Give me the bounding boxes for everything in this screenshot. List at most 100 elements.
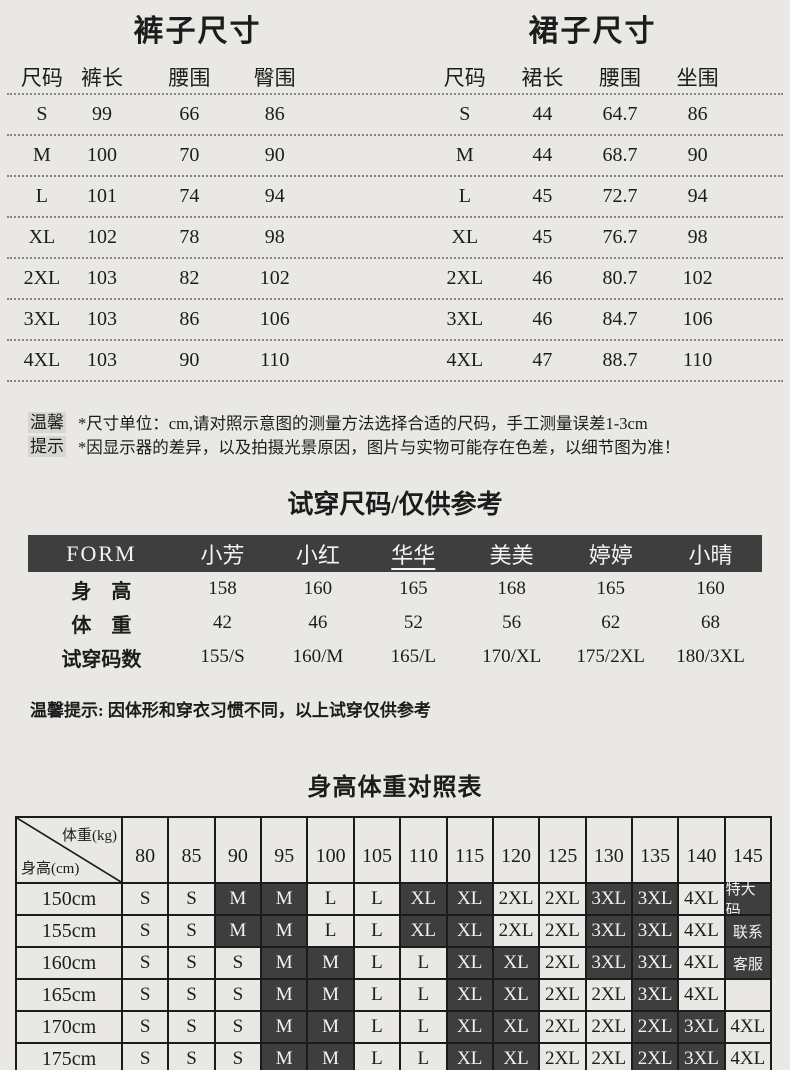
- height-weight-table: 体重(kg) 身高(cm) 80 85 90 95 100 105 110 115 120 125 13…: [15, 816, 772, 1070]
- size-grid-cell: S: [167, 1042, 214, 1070]
- fitting-value-cell: 175/2XL: [576, 646, 646, 667]
- weight-header-cell: 125: [538, 818, 584, 882]
- corner-cell: 体重(kg) 身高(cm): [17, 818, 121, 882]
- size-value-cell: 78: [179, 226, 200, 248]
- size-value-cell: 94: [687, 185, 708, 207]
- model-name: 婷婷: [588, 542, 633, 568]
- size-value-cell: 76.7: [602, 226, 638, 248]
- size-grid-cell: 3XL: [677, 1010, 724, 1042]
- size-value-cell: 88.7: [602, 349, 638, 371]
- size-grid-cell: L: [306, 914, 353, 946]
- size-grid-cell: M: [306, 1010, 353, 1042]
- size-value-cell: 72.7: [602, 185, 638, 207]
- size-value-cell: 102: [682, 267, 713, 289]
- size-grid-cell: S: [121, 1042, 168, 1070]
- notice-line-1: *尺寸单位：cm,请对照示意图的测量方法选择合适的尺码，手工测量误差1-3cm: [78, 414, 648, 433]
- size-grid-cell: M: [306, 1042, 353, 1070]
- size-value-cell: 74: [179, 185, 200, 207]
- weight-header-cell: 120: [491, 818, 538, 882]
- notice-badge: 温馨 提示: [28, 412, 66, 457]
- size-grid-cell: 联系: [723, 914, 770, 946]
- size-table-row: 2XL 103 82 102 2XL 46 80.7 102: [7, 259, 783, 300]
- model-name: 华华: [391, 542, 436, 568]
- size-grid-cell: 2XL: [630, 1042, 678, 1070]
- size-grid-cell: XL: [491, 1010, 539, 1042]
- weight-header-cell: 145: [723, 818, 770, 882]
- size-value-cell: 86: [264, 103, 285, 125]
- size-value-cell: 106: [259, 308, 290, 330]
- size-value-cell: 99: [92, 103, 113, 125]
- height-weight-chart-title: 身高体重对照表: [307, 775, 483, 801]
- notice-badge-line-2: 提示: [28, 436, 66, 457]
- size-value-cell: 46: [532, 267, 553, 289]
- size-grid-cell: XL: [445, 978, 492, 1010]
- size-grid-cell: S: [167, 978, 214, 1010]
- size-grid-cell: XL: [491, 1042, 539, 1070]
- fitting-value-cell: 160: [303, 578, 333, 599]
- size-grid-cell: 2XL: [584, 1010, 631, 1042]
- size-value-cell: 2XL: [23, 267, 61, 289]
- size-grid-cell: 2XL: [538, 978, 585, 1010]
- notice-text: *尺寸单位：cm,请对照示意图的测量方法选择合适的尺码，手工测量误差1-3cm …: [78, 412, 680, 460]
- size-value-cell: L: [35, 185, 49, 207]
- fitting-value-cell: 62: [601, 612, 621, 633]
- size-value-cell: 4XL: [23, 349, 61, 371]
- size-grid-cell: 4XL: [723, 1010, 770, 1042]
- size-grid-cell: XL: [445, 1042, 492, 1070]
- size-grid-cell: 4XL: [677, 882, 724, 914]
- weight-header-cell: 85: [167, 818, 213, 882]
- size-grid-cell: XL: [445, 946, 492, 978]
- fitting-row: 身 高 158 160 165 168 165 160: [28, 572, 762, 606]
- corner-height-label: 身高(cm): [21, 861, 80, 877]
- size-grid-cell: L: [352, 882, 400, 914]
- size-grid-cell: S: [213, 1010, 261, 1042]
- weight-header-cell: 115: [445, 818, 492, 882]
- model-name: 小晴: [688, 542, 733, 568]
- fitting-row: 试穿码数 155/S 160/M 165/L 170/XL 175/2XL 180/3XL: [28, 640, 762, 674]
- size-grid-cell: S: [167, 946, 214, 978]
- size-grid-cell: L: [352, 1042, 400, 1070]
- size-grid-cell: 3XL: [630, 882, 678, 914]
- size-grid-cell: 2XL: [491, 882, 539, 914]
- size-grid-cell: 2XL: [584, 1042, 631, 1070]
- fitting-value-cell: 165: [596, 578, 625, 599]
- size-value-cell: 4XL: [446, 349, 484, 371]
- corner-weight-label: 体重(kg): [62, 828, 117, 844]
- size-grid-cell: 3XL: [584, 946, 631, 978]
- size-value-cell: 70: [179, 144, 200, 166]
- size-value-cell: 84.7: [602, 308, 638, 330]
- size-value-cell: 103: [87, 267, 118, 289]
- column-header-cell: 尺码: [443, 65, 486, 90]
- size-grid-cell: 4XL: [723, 1042, 770, 1070]
- model-name: 小芳: [200, 542, 245, 568]
- fitting-value-cell: 158: [208, 578, 237, 599]
- size-value-cell: 110: [682, 349, 713, 371]
- size-grid-cell: M: [260, 914, 307, 946]
- size-table-row: S 99 66 86 S 44 64.7 86: [7, 95, 783, 136]
- size-value-cell: 102: [87, 226, 118, 248]
- height-label-cell: 160cm: [17, 946, 121, 978]
- fitting-value-cell: 68: [701, 612, 721, 633]
- size-value-cell: 98: [264, 226, 285, 248]
- size-grid-cell: L: [352, 914, 400, 946]
- pants-table-title: 裤子尺寸: [133, 15, 262, 48]
- fitting-header-row: FORM 小芳 小红 华华 美美 婷婷 小晴: [28, 535, 762, 572]
- fitting-value-cell: 155/S: [200, 646, 245, 667]
- size-value-cell: XL: [28, 226, 56, 248]
- height-label-cell: 175cm: [17, 1042, 121, 1070]
- fitting-row-label: 试穿码数: [61, 648, 142, 671]
- size-value-cell: 90: [264, 144, 285, 166]
- size-grid-cell: S: [121, 978, 168, 1010]
- size-value-cell: XL: [451, 226, 479, 248]
- height-label-cell: 170cm: [17, 1010, 121, 1042]
- size-grid-cell: 3XL: [630, 978, 678, 1010]
- fitting-value-cell: 165: [399, 578, 428, 599]
- height-label-cell: 155cm: [17, 914, 121, 946]
- fitting-row-label: 身 高: [71, 580, 132, 603]
- weight-header-cell: 130: [584, 818, 631, 882]
- size-value-cell: 90: [179, 349, 200, 371]
- size-grid-cell: S: [213, 978, 261, 1010]
- column-header-cell: 腰围: [598, 65, 641, 90]
- size-grid-cell: 客服: [723, 946, 770, 978]
- column-header-cell: 尺码: [20, 65, 63, 90]
